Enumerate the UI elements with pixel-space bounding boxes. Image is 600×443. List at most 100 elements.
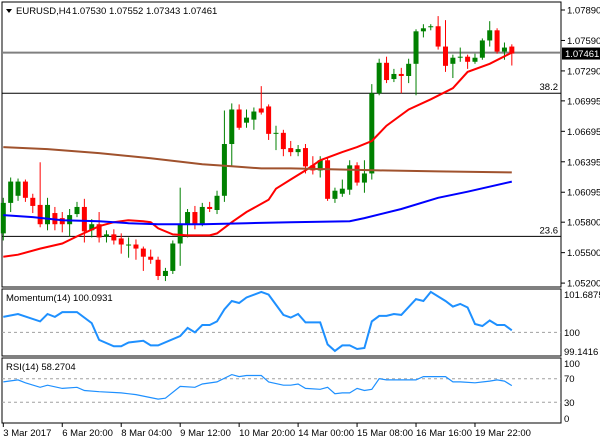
bullish-candle xyxy=(229,109,235,145)
bearish-candle xyxy=(435,26,441,47)
price-tick-label: 1.06695 xyxy=(567,127,600,138)
bullish-candle xyxy=(199,206,205,225)
bearish-candle xyxy=(494,30,500,52)
indicator-axis-label: 101.6875 xyxy=(564,290,600,301)
price-tick-label: 1.07890 xyxy=(567,6,600,17)
bullish-candle xyxy=(420,28,426,32)
bullish-candle xyxy=(170,243,176,271)
bearish-candle xyxy=(398,73,404,76)
bullish-candle xyxy=(339,188,345,194)
bullish-candle xyxy=(185,212,191,225)
time-axis-label: 8 Mar 04:00 xyxy=(121,428,172,439)
bearish-candle xyxy=(207,206,213,209)
bearish-candle xyxy=(37,204,43,225)
price-tick-label: 1.06995 xyxy=(567,96,600,107)
bullish-candle xyxy=(332,190,338,199)
time-axis-label: 16 Mar 16:00 xyxy=(416,428,472,439)
bullish-candle xyxy=(273,132,279,134)
rsi-line xyxy=(3,373,513,400)
price-tick-label: 1.06395 xyxy=(567,157,600,168)
fibonacci-level-label: 38.2 xyxy=(540,82,559,93)
indicator-axis-label: 30 xyxy=(564,398,575,409)
indicator-axis-label: 99.1416 xyxy=(564,347,598,358)
momentum-panel-frame xyxy=(1,288,562,357)
fibonacci-level-label: 23.6 xyxy=(540,225,559,236)
bearish-candle xyxy=(133,244,139,249)
bearish-candle xyxy=(96,224,102,238)
price-tick-label: 1.05800 xyxy=(567,218,600,229)
time-axis-label: 10 Mar 20:00 xyxy=(239,428,295,439)
bullish-candle xyxy=(8,181,14,203)
bullish-candle xyxy=(347,165,353,190)
bullish-candle xyxy=(457,56,463,58)
bearish-candle xyxy=(465,56,471,62)
bullish-candle xyxy=(162,270,168,276)
bullish-candle xyxy=(450,57,456,64)
bullish-candle xyxy=(501,47,507,52)
time-axis-label: 6 Mar 20:00 xyxy=(62,428,113,439)
bearish-candle xyxy=(266,106,272,134)
bearish-candle xyxy=(280,132,286,150)
time-axis-label: 9 Mar 12:00 xyxy=(180,428,231,439)
bearish-candle xyxy=(325,160,331,199)
bullish-candle xyxy=(177,224,183,244)
dropdown-triangle-icon xyxy=(6,9,12,13)
rsi-title: RSI(14) 58.2704 xyxy=(6,362,76,373)
momentum-line xyxy=(3,290,513,353)
bearish-candle xyxy=(509,46,515,54)
bullish-candle xyxy=(361,173,367,183)
bullish-candle xyxy=(244,117,250,123)
current-price-label: 1.07461 xyxy=(565,49,599,60)
main-panel-frame xyxy=(1,1,562,288)
bearish-candle xyxy=(302,148,308,167)
rsi-panel-frame xyxy=(1,357,562,424)
moving-average-ma_fast xyxy=(3,51,513,258)
bearish-candle xyxy=(148,256,154,260)
bullish-candle xyxy=(413,31,419,64)
time-axis-label: 15 Mar 08:00 xyxy=(357,428,413,439)
bullish-candle xyxy=(214,195,220,210)
bullish-candle xyxy=(89,224,95,231)
momentum-title: Momentum(14) 100.0931 xyxy=(6,293,113,304)
bearish-candle xyxy=(81,206,87,232)
bullish-candle xyxy=(103,234,109,237)
indicator-axis-label: 0 xyxy=(564,414,569,425)
bearish-candle xyxy=(30,197,36,206)
moving-average-ma_slow xyxy=(3,146,512,174)
price-tick-label: 1.06095 xyxy=(567,188,600,199)
time-axis-label: 14 Mar 00:00 xyxy=(298,428,354,439)
time-axis-label: 3 Mar 2017 xyxy=(3,428,51,439)
bearish-candle xyxy=(258,108,264,113)
chart-symbol-title: EURUSD,H4 xyxy=(16,6,71,17)
price-tick-label: 1.07290 xyxy=(567,66,600,77)
bullish-candle xyxy=(487,30,493,41)
bearish-candle xyxy=(288,148,294,153)
current-price-box xyxy=(562,47,600,60)
bullish-candle xyxy=(376,62,382,94)
bearish-candle xyxy=(111,234,117,241)
bearish-candle xyxy=(140,248,146,257)
bearish-candle xyxy=(443,46,448,66)
price-tick-label: 1.05200 xyxy=(567,279,600,290)
bearish-candle xyxy=(384,62,390,81)
bullish-candle xyxy=(15,181,21,196)
bullish-candle xyxy=(221,144,227,196)
bearish-candle xyxy=(310,165,316,171)
ohlc-readout: 1.07530 1.07552 1.07343 1.07461 xyxy=(72,6,217,17)
time-axis-label: 19 Mar 22:00 xyxy=(475,428,531,439)
bearish-candle xyxy=(118,238,124,245)
indicator-axis-label: 70 xyxy=(564,374,575,385)
price-tick-label: 1.05500 xyxy=(567,248,600,259)
bearish-candle xyxy=(192,212,198,225)
bearish-candle xyxy=(354,165,360,183)
bearish-candle xyxy=(236,109,242,128)
indicator-axis-label: 100 xyxy=(564,328,580,339)
bullish-candle xyxy=(428,26,434,28)
bearish-candle xyxy=(22,181,28,198)
bullish-candle xyxy=(126,244,132,246)
bearish-candle xyxy=(155,259,161,276)
bullish-candle xyxy=(0,202,6,234)
bullish-candle xyxy=(45,204,51,225)
